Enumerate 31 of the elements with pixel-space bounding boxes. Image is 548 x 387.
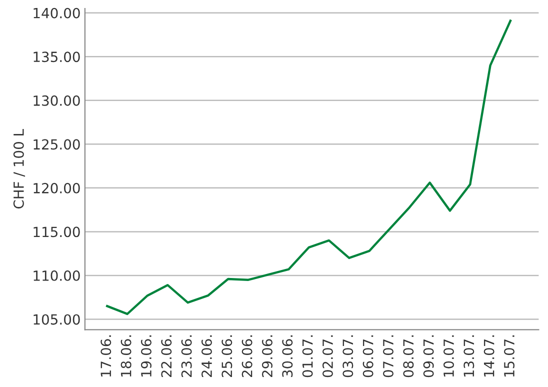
x-tick-label: 29.06. xyxy=(262,335,272,378)
y-tick-label: 130.00 xyxy=(34,95,80,106)
y-tick-label: 115.00 xyxy=(34,226,80,238)
x-tick-label: 25.06. xyxy=(222,335,232,378)
x-tick-label: 10.07. xyxy=(443,335,454,377)
y-axis-title: CHF / 100 L xyxy=(13,129,26,208)
y-tick-label: 140.00 xyxy=(34,8,80,18)
x-tick-label: 23.06. xyxy=(181,335,192,378)
x-tick-label: 22.06. xyxy=(161,335,172,378)
x-tick-label: 24.06. xyxy=(201,335,212,378)
x-tick-label: 18.06. xyxy=(120,335,132,377)
x-tick-label: 07.07. xyxy=(382,335,394,378)
x-tick-label: 02.07. xyxy=(322,335,333,378)
y-tick-label: 105.00 xyxy=(34,314,80,325)
x-tick-label: 13.07. xyxy=(464,335,474,377)
x-tick-label: 30.06. xyxy=(282,335,293,378)
y-tick-label: 125.00 xyxy=(34,139,80,150)
x-tick-label: 14.07. xyxy=(484,335,494,377)
x-tick-label: 08.07. xyxy=(403,335,414,378)
y-tick-label: 110.00 xyxy=(34,270,80,281)
x-tick-label: 06.07. xyxy=(362,335,374,378)
y-tick-label: 135.00 xyxy=(34,52,80,62)
line-series xyxy=(106,20,512,316)
x-tick-label: 15.07. xyxy=(504,335,514,377)
x-tick-label: 03.07. xyxy=(342,335,354,378)
y-tick-label: 120.00 xyxy=(34,182,80,194)
x-tick-label: 09.07. xyxy=(423,335,434,378)
x-tick-label: 01.07. xyxy=(302,335,313,378)
x-tick-label: 26.06. xyxy=(242,335,252,378)
x-tick-label: 17.06. xyxy=(100,335,112,377)
x-tick-label: 19.06. xyxy=(140,335,152,377)
